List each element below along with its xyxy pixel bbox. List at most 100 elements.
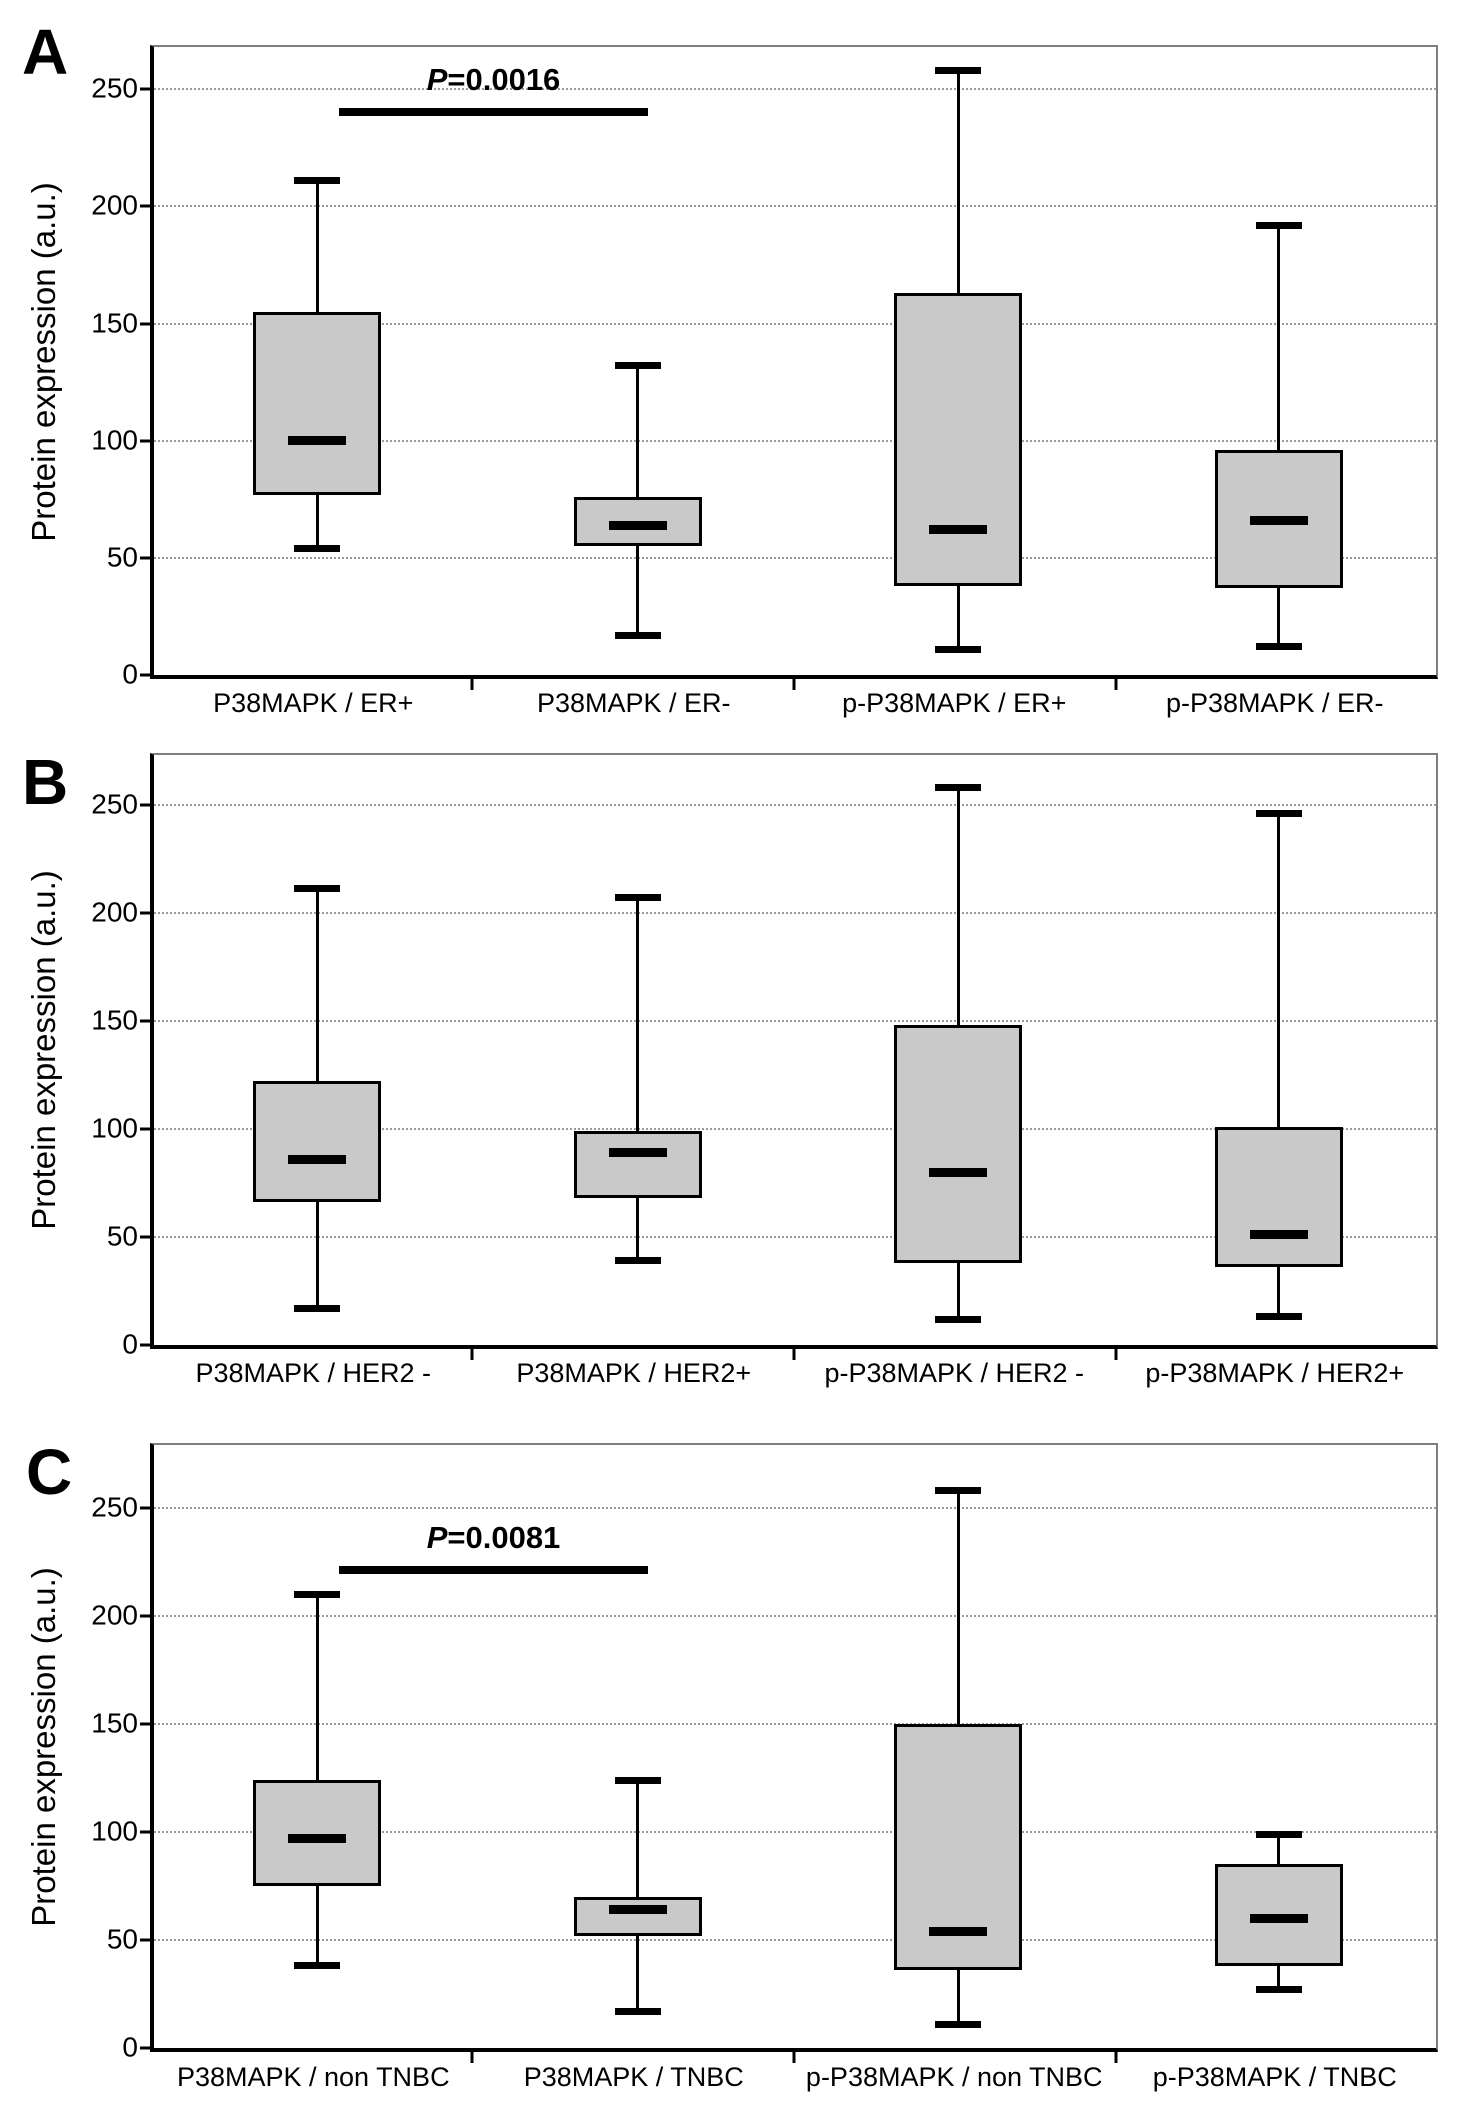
whisker-line [636, 897, 640, 1261]
gridline-100 [154, 1830, 1436, 1833]
whisker-line [1277, 225, 1281, 647]
significance-bar [339, 107, 648, 116]
y-tick-mark [140, 322, 150, 325]
whisker-cap-min [935, 645, 982, 653]
whisker-line [1277, 813, 1281, 1317]
whisker-cap-min [614, 1257, 661, 1265]
x-tick-mark [1114, 679, 1118, 690]
x-axis-category-label: P38MAPK / HER2+ [516, 1358, 752, 1388]
x-tick-mark [1114, 1349, 1118, 1360]
median-line [608, 1148, 667, 1158]
box-iqr [253, 1780, 382, 1886]
median-line [1249, 1230, 1308, 1240]
median-line [288, 436, 347, 446]
plot-area-b [150, 753, 1438, 1349]
x-axis-category-label: p-P38MAPK / HER2 - [824, 1358, 1085, 1388]
y-tick-label: 250 [91, 788, 138, 820]
x-axis-category-label: p-P38MAPK / ER- [1165, 688, 1384, 718]
whisker-cap-max [614, 894, 661, 902]
x-tick-mark [1114, 2052, 1118, 2063]
y-tick-label: 150 [91, 306, 138, 338]
median-line [929, 1167, 988, 1177]
whisker-cap-max [614, 1776, 661, 1784]
y-tick-mark [140, 1019, 150, 1023]
box-iqr [894, 1025, 1023, 1263]
gridline-100 [154, 1127, 1436, 1130]
x-tick-mark [470, 2052, 474, 2063]
box-iqr [573, 1131, 702, 1199]
p-value-label: P=0.0016 [427, 62, 561, 98]
y-tick-label: 50 [106, 1220, 138, 1252]
y-tick-label: 200 [91, 896, 138, 928]
gridline-50 [154, 1938, 1436, 1941]
gridline-250 [154, 1506, 1436, 1509]
median-line [288, 1833, 347, 1843]
y-tick-mark [140, 1722, 150, 1726]
whisker-cap-min [614, 2007, 661, 2015]
y-tick-mark [140, 87, 150, 91]
y-tick-label: 250 [91, 72, 138, 104]
y-tick-label: 100 [91, 424, 138, 456]
median-line [288, 1154, 347, 1164]
box-iqr [1214, 1126, 1343, 1268]
gridline-200 [154, 205, 1436, 208]
whisker-cap-max [294, 885, 341, 893]
whisker-cap-max [1255, 1830, 1302, 1838]
y-tick-mark [140, 556, 150, 560]
gridline-150 [154, 1722, 1436, 1725]
y-tick-label: 100 [91, 1815, 138, 1847]
gridline-250 [154, 88, 1436, 91]
box-iqr [573, 496, 702, 547]
y-axis-title: Protein expression (a.u.) [25, 182, 62, 542]
y-tick-mark [140, 1830, 150, 1834]
x-axis-category-label: p-P38MAPK / HER2+ [1145, 1358, 1405, 1388]
y-tick-label: 150 [91, 1004, 138, 1036]
box-iqr [573, 1896, 702, 1936]
whisker-cap-max [1255, 809, 1302, 817]
whisker-cap-max [294, 1590, 341, 1598]
p-value-text: =0.0016 [447, 61, 561, 97]
y-tick-mark [140, 2046, 150, 2050]
median-line [1249, 515, 1308, 525]
whisker-cap-max [614, 362, 661, 370]
whisker-cap-max [294, 177, 341, 185]
panel-letter-c: C [26, 1436, 73, 1508]
x-axis-category-label: p-P38MAPK / TNBC [1152, 2062, 1397, 2092]
x-tick-mark [792, 2052, 796, 2063]
gridline-200 [154, 911, 1436, 914]
p-value-label: P=0.0081 [427, 1520, 561, 1556]
whisker-line [636, 1780, 640, 2012]
y-tick-label: 150 [91, 1707, 138, 1739]
x-axis-category-label: P38MAPK / ER+ [213, 688, 414, 718]
p-symbol: P [426, 1520, 448, 1556]
x-tick-mark [470, 679, 474, 690]
y-tick-label: 0 [122, 658, 138, 690]
plot-area-c: P=0.0081 [150, 1443, 1438, 2052]
whisker-line [315, 1594, 319, 1966]
y-tick-label: 200 [91, 189, 138, 221]
x-axis-category-label: P38MAPK / HER2 - [195, 1358, 432, 1388]
whisker-cap-max [935, 783, 982, 791]
y-tick-mark [140, 204, 150, 208]
gridline-50 [154, 1235, 1436, 1238]
x-axis-category-label: P38MAPK / ER- [536, 688, 731, 718]
y-tick-mark [140, 803, 150, 807]
y-tick-label: 0 [122, 1328, 138, 1360]
y-tick-label: 200 [91, 1599, 138, 1631]
gridline-250 [154, 803, 1436, 806]
median-line [1249, 1913, 1308, 1923]
plot-area-a: P=0.0016 [150, 45, 1438, 679]
x-tick-mark [792, 1349, 796, 1360]
significance-bar [339, 1566, 648, 1575]
y-tick-mark [140, 439, 150, 443]
y-tick-label: 50 [106, 1923, 138, 1955]
x-tick-mark [470, 1349, 474, 1360]
gridline-50 [154, 556, 1436, 559]
median-line [929, 1926, 988, 1936]
panel-letter-a: A [22, 16, 69, 88]
gridline-150 [154, 322, 1436, 325]
box-iqr [253, 311, 382, 495]
y-tick-label: 100 [91, 1112, 138, 1144]
gridline-200 [154, 1614, 1436, 1617]
